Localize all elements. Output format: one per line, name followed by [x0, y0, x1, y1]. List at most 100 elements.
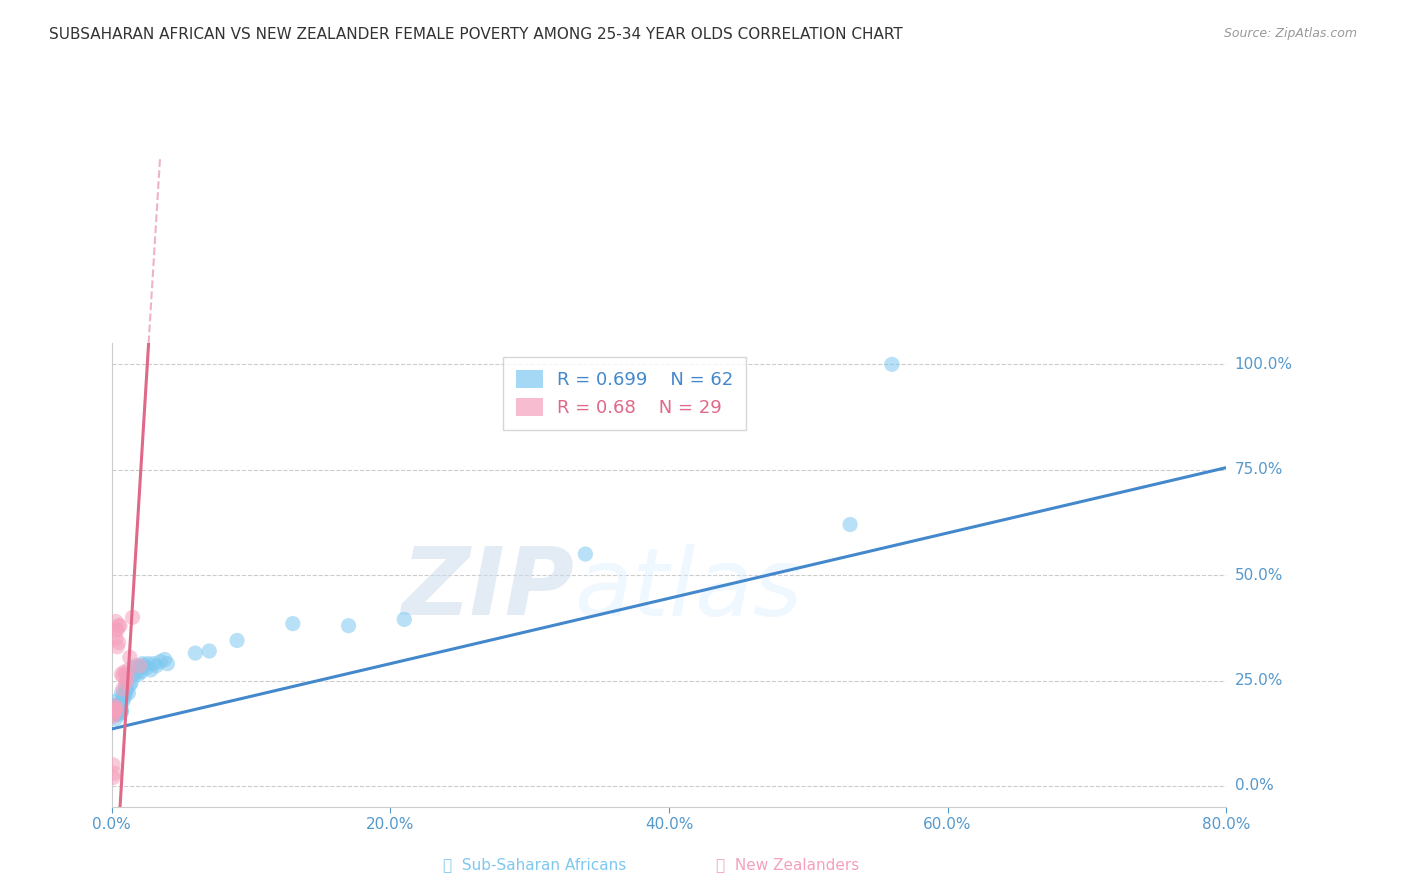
- Point: [103, 703, 125, 717]
- Point: [104, 623, 127, 637]
- Point: [184, 646, 207, 660]
- Point: [118, 650, 141, 665]
- Point: [104, 711, 127, 725]
- Point: [115, 681, 138, 696]
- Point: [101, 707, 124, 722]
- Text: Source: ZipAtlas.com: Source: ZipAtlas.com: [1223, 27, 1357, 40]
- Point: [101, 703, 124, 717]
- Point: [104, 703, 127, 717]
- Point: [127, 667, 149, 681]
- Point: [394, 612, 416, 626]
- Point: [103, 701, 125, 715]
- Point: [107, 703, 129, 717]
- Point: [111, 669, 134, 683]
- Point: [105, 623, 128, 637]
- Text: ⬜  New Zealanders: ⬜ New Zealanders: [716, 857, 859, 872]
- Point: [110, 686, 132, 700]
- Point: [574, 547, 596, 561]
- Point: [101, 757, 124, 772]
- Point: [125, 665, 148, 679]
- Legend: R = 0.699    N = 62, R = 0.68    N = 29: R = 0.699 N = 62, R = 0.68 N = 29: [503, 357, 747, 430]
- Point: [110, 705, 132, 719]
- Point: [135, 661, 157, 675]
- Point: [105, 640, 128, 654]
- Point: [105, 701, 128, 715]
- Text: ⬜  Sub-Saharan Africans: ⬜ Sub-Saharan Africans: [443, 857, 626, 872]
- Point: [156, 657, 179, 671]
- Text: 100.0%: 100.0%: [1234, 357, 1292, 372]
- Point: [107, 701, 129, 715]
- Point: [281, 616, 304, 631]
- Point: [131, 657, 153, 671]
- Point: [108, 703, 131, 717]
- Point: [108, 698, 131, 713]
- Point: [111, 681, 134, 696]
- Point: [337, 618, 360, 632]
- Point: [104, 615, 127, 629]
- Text: SUBSAHARAN AFRICAN VS NEW ZEALANDER FEMALE POVERTY AMONG 25-34 YEAR OLDS CORRELA: SUBSAHARAN AFRICAN VS NEW ZEALANDER FEMA…: [49, 27, 903, 42]
- Point: [101, 709, 124, 723]
- Point: [101, 771, 124, 785]
- Point: [105, 705, 128, 719]
- Point: [107, 705, 129, 719]
- Point: [115, 672, 138, 686]
- Point: [104, 701, 127, 715]
- Point: [114, 686, 136, 700]
- Text: 50.0%: 50.0%: [1234, 567, 1282, 582]
- Point: [104, 703, 127, 717]
- Text: 75.0%: 75.0%: [1234, 462, 1282, 477]
- Point: [114, 680, 136, 694]
- Point: [107, 618, 129, 632]
- Point: [139, 663, 162, 677]
- Point: [124, 658, 146, 673]
- Point: [121, 610, 143, 624]
- Point: [149, 655, 172, 669]
- Point: [117, 686, 139, 700]
- Point: [105, 703, 128, 717]
- Point: [105, 705, 128, 719]
- Point: [112, 665, 135, 679]
- Point: [111, 688, 134, 702]
- Text: ZIP: ZIP: [401, 543, 574, 635]
- Point: [111, 695, 134, 709]
- Point: [107, 635, 129, 649]
- Point: [132, 658, 155, 673]
- Point: [226, 633, 249, 648]
- Point: [153, 652, 176, 666]
- Point: [120, 675, 142, 690]
- Point: [103, 766, 125, 780]
- Point: [136, 657, 159, 671]
- Text: 25.0%: 25.0%: [1234, 673, 1282, 688]
- Point: [108, 705, 131, 719]
- Point: [198, 644, 221, 658]
- Point: [128, 661, 150, 675]
- Point: [104, 698, 127, 713]
- Point: [104, 632, 127, 646]
- Point: [121, 669, 143, 683]
- Point: [142, 657, 165, 671]
- Text: 0.0%: 0.0%: [1234, 779, 1274, 793]
- Point: [101, 698, 124, 713]
- Point: [103, 703, 125, 717]
- Point: [145, 658, 167, 673]
- Point: [110, 703, 132, 717]
- Point: [103, 698, 125, 713]
- Point: [104, 707, 127, 722]
- Point: [122, 661, 145, 675]
- Point: [103, 707, 125, 722]
- Point: [101, 695, 124, 709]
- Point: [107, 707, 129, 722]
- Point: [880, 357, 903, 371]
- Point: [117, 663, 139, 677]
- Point: [103, 698, 125, 713]
- Point: [103, 705, 125, 719]
- Text: atlas: atlas: [574, 543, 803, 634]
- Point: [104, 705, 127, 719]
- Point: [108, 618, 131, 632]
- Point: [114, 675, 136, 690]
- Point: [110, 667, 132, 681]
- Point: [128, 658, 150, 673]
- Point: [105, 698, 128, 713]
- Point: [129, 665, 152, 679]
- Point: [112, 690, 135, 705]
